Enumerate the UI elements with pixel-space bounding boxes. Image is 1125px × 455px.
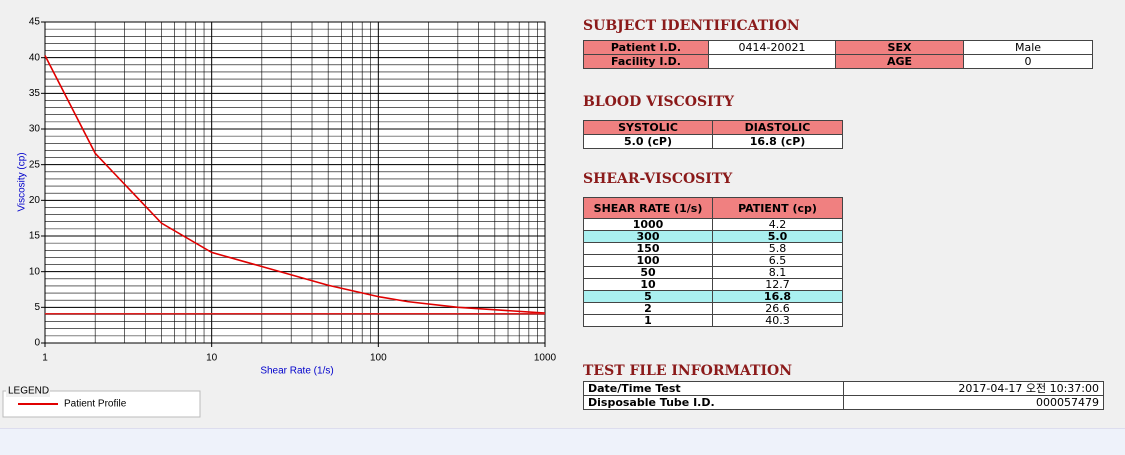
table-cell: 5.0 [712,230,843,243]
table-cell: 8.1 [712,266,843,279]
table-cell: 5 [583,290,713,303]
y-tick-label: 45 [29,17,41,28]
section-title: BLOOD VISCOSITY [583,94,735,110]
table-row: Facility I.D. AGE 0 [583,54,1093,69]
table-cell: Facility I.D. [583,54,709,69]
table-cell: DIASTOLIC [712,120,843,135]
y-tick-label: 20 [29,195,41,206]
section-title: SHEAR-VISCOSITY [583,171,733,187]
table-row: 2 26.6 [583,302,843,315]
table-cell: Patient I.D. [583,40,709,55]
plot-area [45,22,545,343]
section-title: SUBJECT IDENTIFICATION [583,18,800,34]
table-cell: 1 [583,314,713,327]
table-row: Patient I.D. 0414-20021 SEX Male [583,40,1093,55]
table: SYSTOLIC DIASTOLIC 5.0 (cP) 16.8 (cP) [583,120,843,149]
table-cell: 4.2 [712,218,843,231]
table-cell: 50 [583,266,713,279]
table-cell: 100 [583,254,713,267]
table-row: 1000 4.2 [583,218,843,231]
y-axis-label: Viscosity (cp) [17,152,28,211]
chart: Viscosity (cp) Shear Rate (1/s) LEGEND 0… [2,17,557,418]
table-cell: PATIENT (cp) [712,197,843,219]
section-title: TEST FILE INFORMATION [583,363,793,379]
table-cell: SHEAR RATE (1/s) [583,197,713,219]
table-cell: 16.8 (cP) [712,134,843,149]
table-row: SYSTOLIC DIASTOLIC [583,120,843,135]
table-row: Disposable Tube I.D. 000057479 [583,395,1104,410]
y-tick-label: 30 [29,124,41,135]
table-cell [708,54,836,69]
table-cell: Male [963,40,1093,55]
table-cell: 1000 [583,218,713,231]
table-cell: 16.8 [712,290,843,303]
table-cell: 12.7 [712,278,843,291]
table-row: 10 12.7 [583,278,843,291]
table-row: SHEAR RATE (1/s) PATIENT (cp) [583,197,843,219]
y-tick-label: 0 [34,338,40,349]
x-tick-label: 10 [206,353,218,364]
table-cell: 150 [583,242,713,255]
table-cell: SYSTOLIC [583,120,713,135]
table-row: Date/Time Test 2017-04-17 오전 10:37:00 [583,381,1104,396]
table-cell: 6.5 [712,254,843,267]
table-cell: 26.6 [712,302,843,315]
y-tick-label: 25 [29,159,41,170]
y-tick-label: 15 [29,231,41,242]
table-cell: 000057479 [843,395,1104,410]
table-cell: Disposable Tube I.D. [583,395,844,410]
y-tick-label: 10 [29,266,41,277]
table-cell: 2 [583,302,713,315]
table-row: 50 8.1 [583,266,843,279]
table-cell: 5.0 (cP) [583,134,713,149]
table: Patient I.D. 0414-20021 SEX Male Facility I.… [583,40,1093,69]
status-bar [0,428,1125,455]
table: Date/Time Test 2017-04-17 오전 10:37:00 Disp… [583,381,1104,410]
table-cell: SEX [835,40,964,55]
table-cell: 40.3 [712,314,843,327]
table-cell: 10 [583,278,713,291]
legend-title-bg [6,385,50,397]
table-row: 1 40.3 [583,314,843,327]
table-cell: 0 [963,54,1093,69]
table-cell: 0414-20021 [708,40,836,55]
table-row: 100 6.5 [583,254,843,267]
plot-frame [44,21,546,344]
table-cell: Date/Time Test [583,381,844,396]
table-cell: 5.8 [712,242,843,255]
legend-label: Patient Profile [64,399,127,410]
y-tick-label: 40 [29,52,41,63]
table-row: 5.0 (cP) 16.8 (cP) [583,134,843,149]
data-line [44,55,546,314]
legend-title: LEGEND [8,386,49,397]
x-tick-label: 1000 [534,353,557,364]
table-row: 300 5.0 [583,230,843,243]
x-tick-label: 1 [42,353,48,364]
table-row: 150 5.8 [583,242,843,255]
table-cell: 2017-04-17 오전 10:37:00 [843,381,1104,396]
x-tick-label: 100 [370,353,387,364]
table-cell: 300 [583,230,713,243]
table: SHEAR RATE (1/s) PATIENT (cp) 1000 4.2 300 5.… [583,197,843,327]
y-tick-label: 5 [34,302,40,313]
y-tick-label: 35 [29,88,41,99]
table-row: 5 16.8 [583,290,843,303]
x-axis-label: Shear Rate (1/s) [260,366,333,377]
table-cell: AGE [835,54,964,69]
